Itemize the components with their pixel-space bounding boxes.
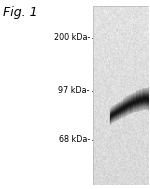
- Text: 97 kDa-: 97 kDa-: [58, 86, 90, 95]
- Text: 200 kDa-: 200 kDa-: [54, 33, 90, 42]
- Text: 68 kDa-: 68 kDa-: [59, 135, 90, 144]
- Text: Fig. 1: Fig. 1: [3, 6, 38, 19]
